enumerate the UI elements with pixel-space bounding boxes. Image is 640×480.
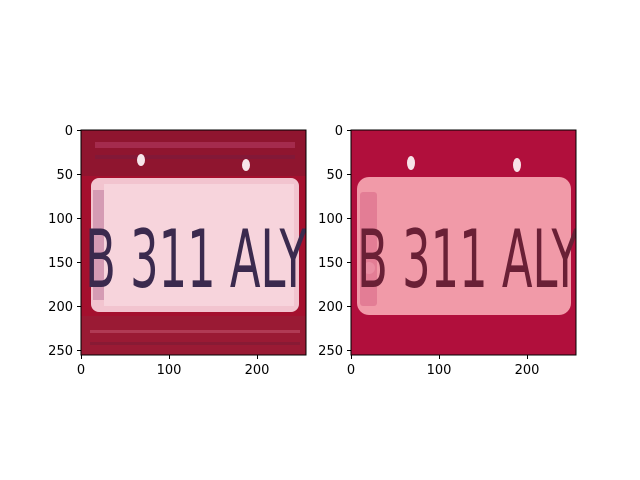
right-image: B 311 ALY — [351, 130, 579, 355]
right-bolt-right — [513, 158, 521, 172]
right-y-tick-label: 200 — [318, 300, 343, 315]
left-bolt-right — [242, 159, 250, 171]
right-y-tick-label: 50 — [326, 168, 343, 183]
right-x-tick-label: 0 — [347, 363, 355, 378]
left-axes-frame — [80, 129, 307, 356]
right-y-tick-label: 0 — [335, 124, 343, 139]
left-y-tick-label: 200 — [48, 300, 73, 315]
right-plate — [357, 177, 571, 315]
left-y-axis: 0 50 100 150 200 250 — [48, 124, 81, 359]
right-plate-sticker — [360, 192, 377, 306]
left-y-tick-label: 50 — [56, 168, 73, 183]
left-y-tick-label: 250 — [48, 344, 73, 359]
left-bolt-left — [137, 154, 145, 166]
left-x-axis: 0 100 200 — [77, 355, 270, 378]
left-panel: B 311 ALY 0 100 200 0 50 100 — [48, 124, 307, 378]
right-y-tick-label: 100 — [318, 212, 343, 227]
right-x-tick-label: 200 — [515, 363, 540, 378]
left-y-tick-label: 100 — [48, 212, 73, 227]
left-plate-text: B 311 ALY — [85, 214, 307, 307]
right-y-tick-label: 150 — [318, 256, 343, 271]
right-panel: B 311 ALY 0 100 200 0 50 100 150 200 250 — [318, 124, 579, 378]
right-bolt-left — [407, 156, 415, 170]
left-y-tick-label: 0 — [65, 124, 73, 139]
right-x-tick-label: 100 — [427, 363, 452, 378]
right-x-axis: 0 100 200 — [347, 355, 540, 378]
left-plate-sticker — [93, 190, 104, 300]
right-y-tick-label: 250 — [318, 344, 343, 359]
right-y-axis: 0 50 100 150 200 250 — [318, 124, 351, 359]
left-y-tick-label: 150 — [48, 256, 73, 271]
left-x-tick-label: 100 — [157, 363, 182, 378]
right-plate-text: B 311 ALY — [357, 214, 579, 307]
left-image: B 311 ALY — [81, 130, 307, 355]
right-axes-frame — [350, 129, 577, 356]
left-x-tick-label: 0 — [77, 363, 85, 378]
left-x-tick-label: 200 — [245, 363, 270, 378]
